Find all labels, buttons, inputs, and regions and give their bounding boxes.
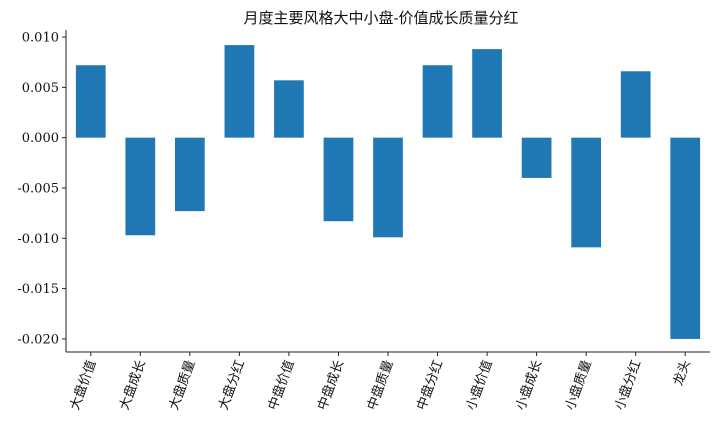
x-tick-label: 中盘分红 (413, 358, 446, 412)
x-tick-label: 大盘分红 (215, 358, 248, 412)
y-tick-label: -0.015 (17, 282, 59, 297)
bar-5 (274, 80, 304, 138)
bar-3 (174, 137, 205, 212)
bar-10 (521, 137, 552, 178)
bar-4 (224, 45, 255, 138)
bar-11 (571, 137, 602, 248)
x-tick-label: 小盘分红 (612, 358, 645, 412)
bar-12 (620, 71, 651, 138)
x-tick-label: 中盘价值 (265, 358, 298, 412)
x-tick-label: 小盘成长 (513, 358, 546, 412)
bar-9 (472, 49, 502, 138)
y-tick-label: -0.020 (17, 332, 59, 347)
y-axis-ticks: 0.010 0.005 0.000 -0.005 -0.010 -0.015 -0.020 (17, 31, 66, 347)
y-tick-label: 0.000 (22, 131, 59, 146)
chart-title: 月度主要风格大中小盘-价值成长质量分红 (243, 9, 518, 27)
y-tick-label: 0.010 (22, 31, 59, 46)
bar-6 (323, 137, 354, 222)
y-tick-label: -0.005 (17, 181, 59, 196)
x-axis-ticks: 大盘价值 大盘成长 大盘质量 大盘分红 中盘价值 中盘成长 中盘质量 中盘分红 小盘价值 小盘成长… (67, 352, 694, 412)
y-tick-label: 0.005 (22, 81, 59, 96)
x-tick-label: 小盘质量 (562, 358, 595, 412)
x-tick-label: 大盘质量 (166, 358, 199, 412)
x-tick-label: 大盘价值 (67, 358, 100, 412)
bars-group (75, 45, 701, 339)
bar-1 (75, 65, 106, 138)
x-tick-label: 中盘成长 (314, 358, 347, 412)
bar-2 (125, 137, 156, 236)
x-tick-label: 中盘质量 (364, 358, 397, 412)
x-tick-label: 小盘价值 (463, 358, 496, 412)
x-tick-label: 大盘成长 (116, 358, 149, 412)
x-tick-label: 龙头 (671, 358, 694, 388)
y-tick-label: -0.010 (17, 232, 59, 247)
bar-7 (373, 137, 403, 238)
bar-8 (422, 65, 453, 138)
bar-13 (670, 137, 701, 339)
